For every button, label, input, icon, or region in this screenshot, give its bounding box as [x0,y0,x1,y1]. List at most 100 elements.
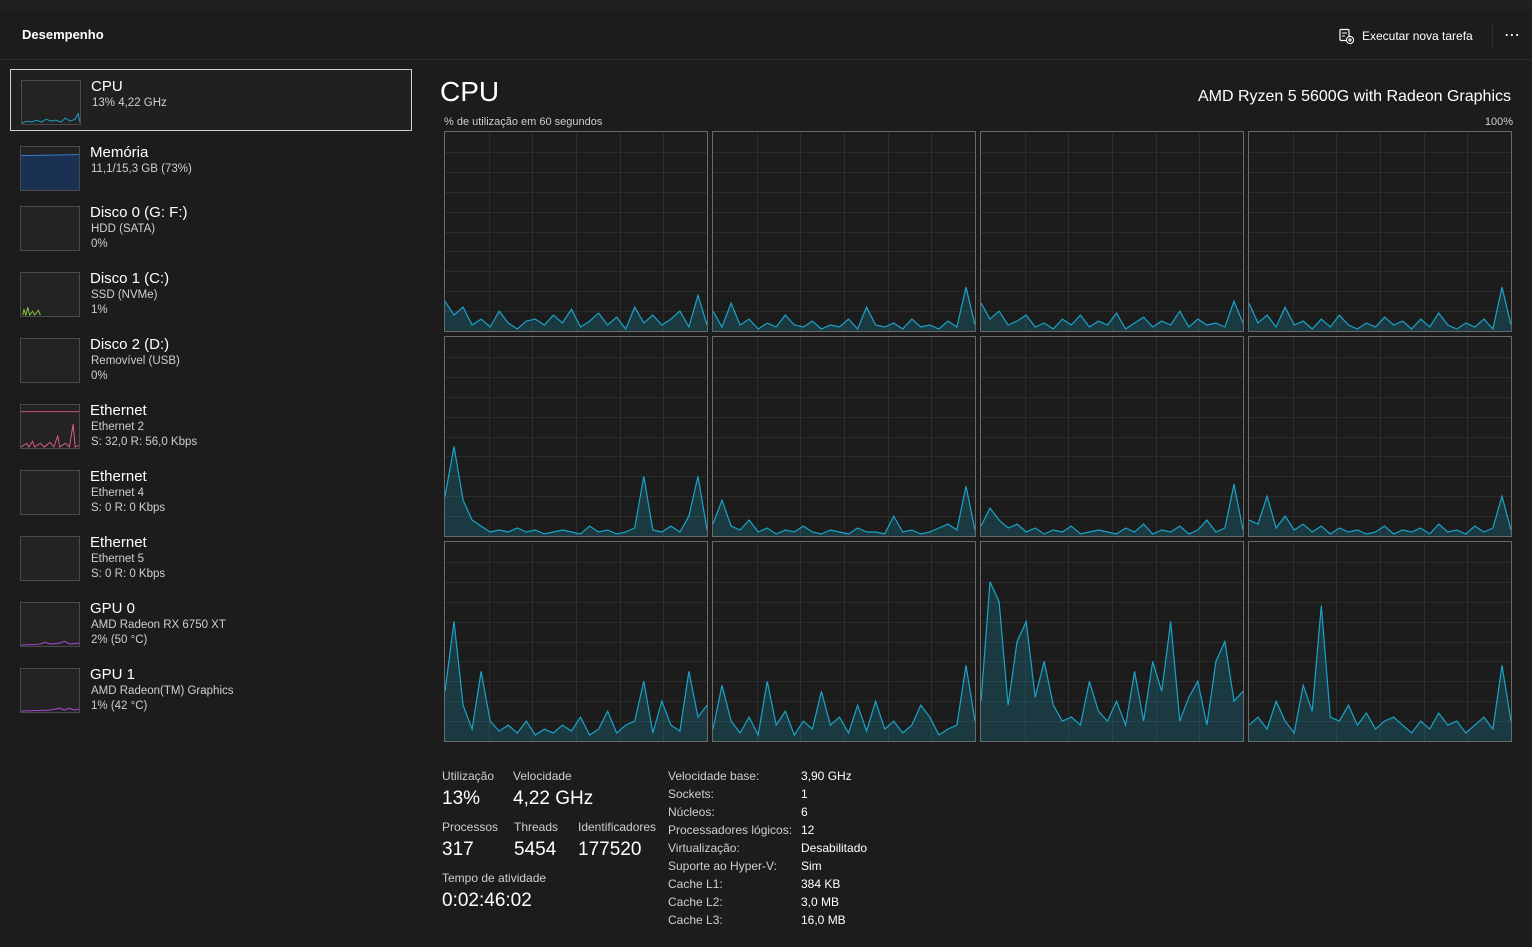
sidebar-item-detail: 1% [91,304,108,316]
core-graph-svg [1249,542,1511,741]
new-task-icon [1338,28,1354,44]
processes-label: Processos [442,820,498,834]
sidebar-item-title: Disco 0 (G: F:) [90,204,188,221]
core-graph-svg [445,337,707,536]
sidebar-item-detail: AMD Radeon RX 6750 XT [91,619,226,631]
sidebar-item-detail: 0% [91,370,108,382]
ethernet-graph-icon [20,536,80,581]
sidebar-item-5[interactable]: Disco 2 (D:) Removível (USB) 0% [10,328,412,390]
info-key: Sockets: [668,787,714,801]
handles-label: Identificadores [578,820,656,834]
info-value: 3,0 MB [801,895,839,909]
sidebar-item-detail: S: 32,0 R: 56,0 Kbps [91,436,197,448]
sidebar-item-detail: 2% (50 °C) [91,634,147,646]
sidebar-item-detail: Ethernet 4 [91,487,144,499]
utilization-label: Utilização [442,769,494,783]
sidebar-item-detail: 1% (42 °C) [91,700,147,712]
handles-value: 177520 [578,839,641,861]
threads-label: Threads [514,820,558,834]
sidebar-item-2[interactable]: Memória 11,1/15,3 GB (73%) [10,136,412,198]
core-graph-svg [445,542,707,741]
ethernet-graph-icon [20,404,80,449]
info-key: Cache L3: [668,913,723,927]
sidebar-item-1[interactable]: CPU 13% 4,22 GHz [10,69,412,131]
core-graph-8 [1248,336,1512,537]
core-graph-10 [712,541,976,742]
sidebar-item-title: Disco 2 (D:) [90,336,169,353]
page-title: Desempenho [22,27,104,42]
sidebar-item-title: CPU [91,78,123,95]
info-key: Cache L1: [668,877,723,891]
info-value: 384 KB [801,877,840,891]
sidebar-item-detail: Ethernet 2 [91,421,144,433]
sidebar-item-detail: 0% [91,238,108,250]
sidebar-item-title: Ethernet [90,534,147,551]
core-graph-4 [1248,131,1512,332]
disk-graph-icon [20,338,80,383]
core-graph-svg [981,542,1243,741]
sidebar-item-detail: Removível (USB) [91,355,180,367]
info-value: 12 [801,823,814,837]
core-graph-svg [713,132,975,331]
speed-value: 4,22 GHz [513,788,593,810]
sidebar-item-3[interactable]: Disco 0 (G: F:) HDD (SATA) 0% [10,196,412,258]
sidebar-item-detail: 13% 4,22 GHz [92,97,167,109]
core-graph-6 [712,336,976,537]
sidebar-item-detail: SSD (NVMe) [91,289,157,301]
memory-graph-icon [20,146,80,191]
processes-value: 317 [442,839,474,861]
core-graph-11 [980,541,1244,742]
sidebar-item-4[interactable]: Disco 1 (C:) SSD (NVMe) 1% [10,262,412,324]
info-key: Virtualização: [668,841,740,855]
sidebar-item-title: Ethernet [90,468,147,485]
sidebar-item-detail: S: 0 R: 0 Kbps [91,502,165,514]
speed-label: Velocidade [513,769,572,783]
info-value: Desabilitado [801,841,867,855]
core-graph-svg [981,132,1243,331]
info-key: Velocidade base: [668,769,759,783]
core-graph-12 [1248,541,1512,742]
info-value: 3,90 GHz [801,769,852,783]
core-graph-9 [444,541,708,742]
sidebar-item-7[interactable]: Ethernet Ethernet 4 S: 0 R: 0 Kbps [10,460,412,522]
core-graph-2 [712,131,976,332]
run-new-task-label: Executar nova tarefa [1362,29,1473,43]
resource-sidebar: CPU 13% 4,22 GHz Memória 11,1/15,3 GB (73%)… [0,60,420,947]
info-key: Núcleos: [668,805,715,819]
sidebar-item-detail: 11,1/15,3 GB (73%) [91,163,192,175]
core-graph-svg [713,337,975,536]
uptime-value: 0:02:46:02 [442,890,532,912]
page-header: Desempenho Executar nova tarefa ⋯ [0,10,1532,60]
info-value: Sim [801,859,822,873]
sidebar-item-10[interactable]: GPU 1 AMD Radeon(TM) Graphics 1% (42 °C) [10,658,412,720]
sidebar-item-detail: S: 0 R: 0 Kbps [91,568,165,580]
ethernet-graph-icon [20,470,80,515]
info-value: 6 [801,805,808,819]
core-graph-svg [981,337,1243,536]
core-graph-svg [713,542,975,741]
graph-axis-label: % de utilização em 60 segundos [444,116,602,128]
core-graph-svg [1249,337,1511,536]
sidebar-item-9[interactable]: GPU 0 AMD Radeon RX 6750 XT 2% (50 °C) [10,592,412,654]
gpu-graph-icon [20,668,80,713]
sidebar-item-title: GPU 0 [90,600,135,617]
core-graph-1 [444,131,708,332]
graph-axis-max: 100% [1485,116,1513,128]
sidebar-item-6[interactable]: Ethernet Ethernet 2 S: 32,0 R: 56,0 Kbps [10,394,412,456]
info-key: Cache L2: [668,895,723,909]
core-graph-7 [980,336,1244,537]
sidebar-item-8[interactable]: Ethernet Ethernet 5 S: 0 R: 0 Kbps [10,526,412,588]
sidebar-item-detail: Ethernet 5 [91,553,144,565]
main-title: CPU [440,76,499,108]
title-strip [0,0,1532,10]
cpu-model-name: AMD Ryzen 5 5600G with Radeon Graphics [1198,88,1511,106]
utilization-value: 13% [442,788,480,810]
sidebar-item-title: Disco 1 (C:) [90,270,169,287]
cpu-core-graphs [444,131,1513,743]
core-graph-svg [1249,132,1511,331]
info-key: Suporte ao Hyper-V: [668,859,777,873]
more-options-button[interactable]: ⋯ [1492,22,1532,48]
info-key: Processadores lógicos: [668,823,792,837]
core-graph-3 [980,131,1244,332]
run-new-task-button[interactable]: Executar nova tarefa [1338,26,1473,46]
